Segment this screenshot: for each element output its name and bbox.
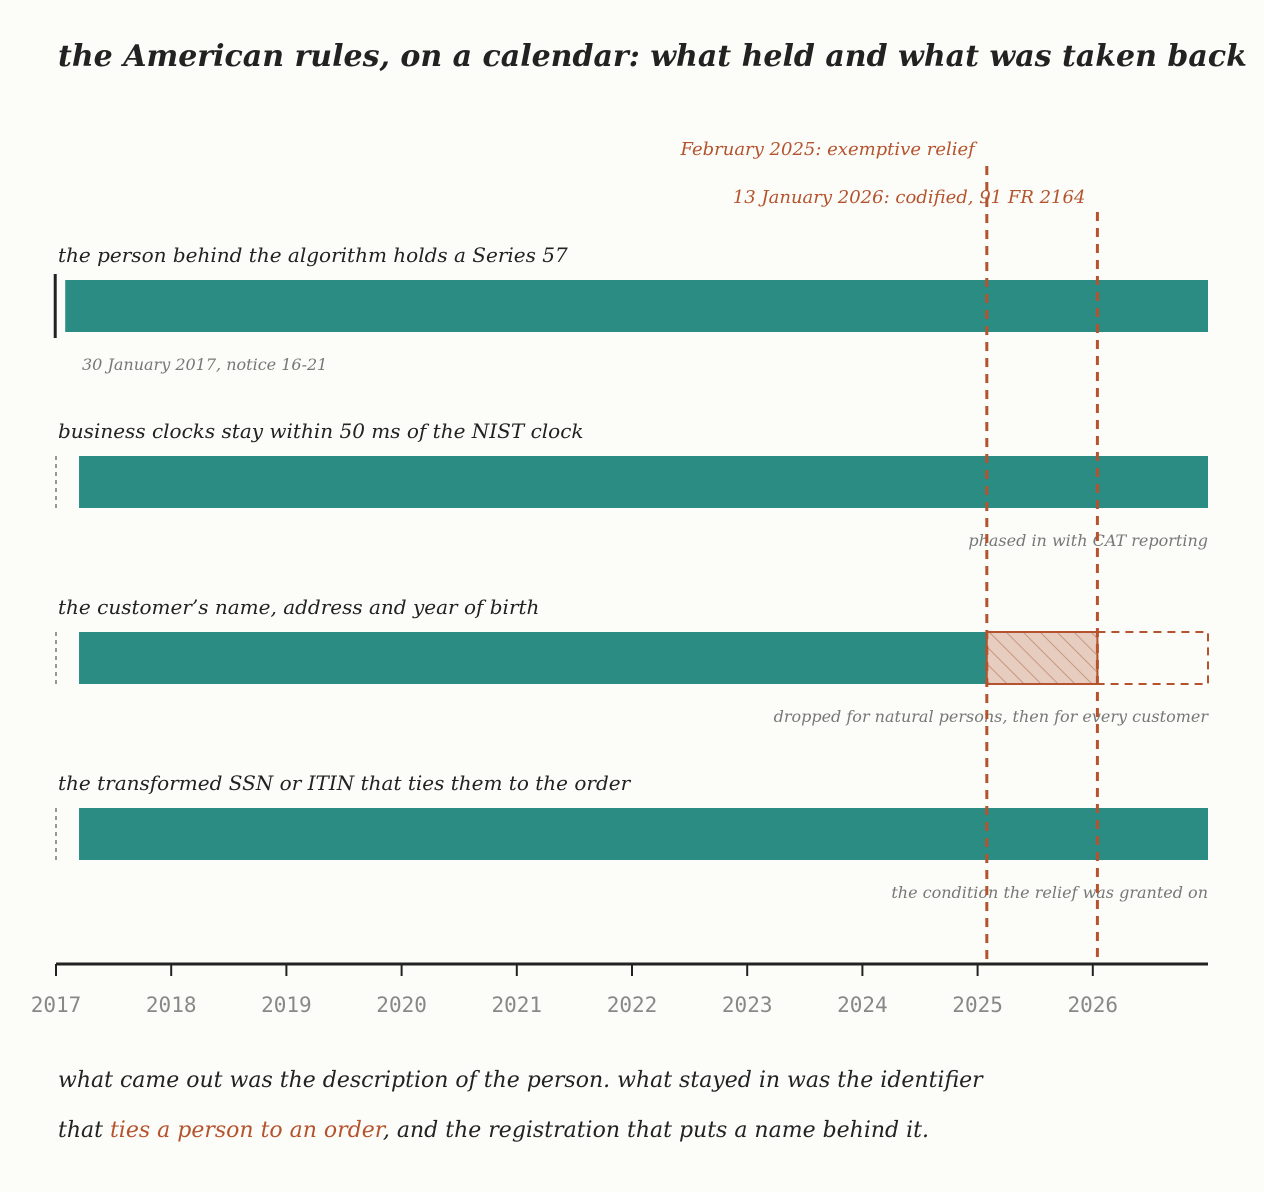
x-tick-label: 2023 <box>722 993 773 1017</box>
caption-line-2: that ties a person to an order, and the … <box>58 1106 1208 1156</box>
event-label: 13 January 2026: codified, 91 FR 2164 <box>733 187 1086 208</box>
x-tick-label: 2018 <box>146 993 197 1017</box>
timeline-row: the person behind the algorithm holds a … <box>53 243 1208 374</box>
caption-line-2-suffix: , and the registration that puts a name … <box>382 1118 930 1143</box>
row-label: business clocks stay within 50 ms of the… <box>58 419 584 443</box>
row-note: dropped for natural persons, then for ev… <box>774 707 1210 726</box>
held-bar <box>79 632 987 684</box>
x-tick-label: 2019 <box>261 993 312 1017</box>
row-note: the condition the relief was granted on <box>891 883 1208 902</box>
caption-accent-phrase: ties a person to an order <box>109 1118 383 1143</box>
timeline-chart: the American rules, on a calendar: what … <box>31 39 1247 1017</box>
row-label: the person behind the algorithm holds a … <box>58 243 568 267</box>
timeline-row: business clocks stay within 50 ms of the… <box>55 419 1208 550</box>
held-bar <box>65 280 1208 332</box>
x-tick-label: 2025 <box>952 993 1003 1017</box>
event-label: February 2025: exemptive relief <box>679 139 978 160</box>
x-tick-label: 2020 <box>376 993 427 1017</box>
row-note: 30 January 2017, notice 16-21 <box>82 355 327 374</box>
x-tick-label: 2026 <box>1068 993 1119 1017</box>
x-tick-label: 2021 <box>492 993 543 1017</box>
chart-title: the American rules, on a calendar: what … <box>58 39 1247 74</box>
caption-line-2-prefix: that <box>58 1118 110 1143</box>
caption-line-1: what came out was the description of the… <box>58 1068 983 1093</box>
x-tick-label: 2022 <box>607 993 658 1017</box>
row-label: the transformed SSN or ITIN that ties th… <box>58 771 632 795</box>
held-bar <box>79 456 1208 508</box>
row-label: the customer’s name, address and year of… <box>58 595 539 619</box>
chart-caption: what came out was the description of the… <box>58 1056 1208 1156</box>
relief-segment <box>985 631 1099 685</box>
timeline-row: the customer’s name, address and year of… <box>55 595 1210 726</box>
removed-segment <box>1096 631 1209 685</box>
held-bar <box>79 808 1208 860</box>
row-note: phased in with CAT reporting <box>968 531 1208 550</box>
x-tick-label: 2017 <box>31 993 82 1017</box>
timeline-row: the transformed SSN or ITIN that ties th… <box>55 771 1208 902</box>
x-tick-label: 2024 <box>837 993 888 1017</box>
